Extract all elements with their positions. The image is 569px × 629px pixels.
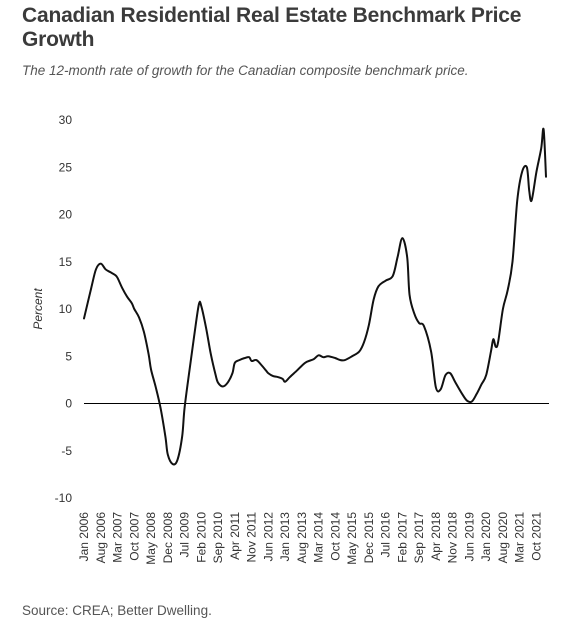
y-tick-label: 5 bbox=[65, 349, 72, 363]
x-tick-label: Oct 2007 bbox=[127, 512, 141, 561]
x-tick-label: Jul 2009 bbox=[178, 512, 192, 558]
series-line bbox=[83, 127, 547, 466]
y-tick-label: 15 bbox=[59, 255, 73, 269]
x-tick-label: Oct 2014 bbox=[328, 512, 342, 561]
y-tick-label: 20 bbox=[59, 208, 73, 222]
y-axis-label: Percent bbox=[31, 288, 45, 330]
x-tick-label: Feb 2017 bbox=[395, 512, 409, 563]
y-tick-label: 30 bbox=[59, 113, 73, 127]
y-tick-label: 0 bbox=[65, 397, 72, 411]
x-tick-label: Aug 2013 bbox=[295, 512, 309, 564]
x-axis-ticks: Jan 2006 Aug 2006 Mar 2007 Oct 2007 May 2008… bbox=[77, 512, 543, 565]
x-tick-label: Dec 2015 bbox=[362, 512, 376, 564]
x-tick-label: Nov 2011 bbox=[245, 512, 259, 563]
x-tick-label: Dec 2008 bbox=[161, 512, 175, 564]
x-tick-label: Mar 2007 bbox=[111, 512, 125, 563]
x-tick-label: Oct 2021 bbox=[529, 512, 543, 561]
x-tick-label: Jan 2006 bbox=[77, 512, 91, 562]
source-note: Source: CREA; Better Dwelling. bbox=[22, 603, 212, 618]
x-tick-label: Feb 2010 bbox=[194, 512, 208, 563]
chart-title: Canadian Residential Real Estate Benchma… bbox=[22, 4, 522, 51]
x-tick-label: Jun 2012 bbox=[261, 512, 275, 562]
x-tick-label: Sep 2010 bbox=[211, 512, 225, 564]
x-tick-label: Mar 2021 bbox=[513, 512, 527, 563]
x-tick-label: Aug 2020 bbox=[496, 512, 510, 564]
y-tick-label: -5 bbox=[61, 444, 72, 458]
y-tick-label: 25 bbox=[59, 160, 73, 174]
x-tick-label: Aug 2006 bbox=[94, 512, 108, 564]
x-tick-label: Mar 2014 bbox=[312, 512, 326, 563]
x-tick-label: Nov 2018 bbox=[446, 512, 460, 564]
x-tick-label: Apr 2011 bbox=[228, 512, 242, 560]
y-tick-label: -10 bbox=[55, 491, 73, 505]
x-tick-label: Jul 2016 bbox=[379, 512, 393, 558]
x-tick-label: Jun 2019 bbox=[462, 512, 476, 562]
y-tick-label: 10 bbox=[59, 302, 73, 316]
y-axis-ticks: 30 25 20 15 10 5 0 -5 -10 bbox=[55, 113, 73, 505]
x-tick-label: Jan 2013 bbox=[278, 512, 292, 562]
x-tick-label: Apr 2018 bbox=[429, 512, 443, 561]
x-tick-label: Sep 2017 bbox=[412, 512, 426, 564]
chart-subtitle: The 12-month rate of growth for the Cana… bbox=[22, 63, 469, 78]
x-tick-label: May 2008 bbox=[144, 512, 158, 565]
x-tick-label: Jan 2020 bbox=[479, 512, 493, 562]
x-tick-label: May 2015 bbox=[345, 512, 359, 565]
